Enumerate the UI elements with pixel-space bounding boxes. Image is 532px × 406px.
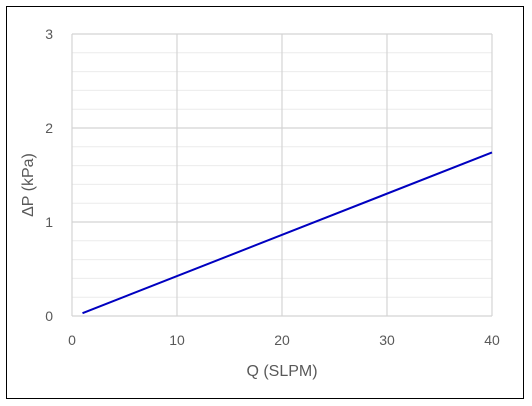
x-tick-label: 0 xyxy=(68,332,76,348)
y-tick-labels: 0 1 2 3 xyxy=(45,26,53,324)
major-gridlines xyxy=(71,33,493,317)
series-line xyxy=(82,151,493,315)
x-tick-label: 40 xyxy=(484,332,500,348)
y-tick-label: 0 xyxy=(45,308,53,324)
y-tick-label: 2 xyxy=(45,120,53,136)
x-tick-label: 10 xyxy=(169,332,185,348)
series-group xyxy=(82,151,493,315)
y-axis-label: ΔP (kPa) xyxy=(20,153,37,217)
x-tick-labels: 0 10 20 30 40 xyxy=(68,332,500,348)
x-tick-label: 30 xyxy=(379,332,395,348)
y-tick-label: 1 xyxy=(45,214,53,230)
x-axis-label: Q (SLPM) xyxy=(246,363,317,380)
y-tick-label: 3 xyxy=(45,26,53,42)
x-tick-label: 20 xyxy=(274,332,290,348)
